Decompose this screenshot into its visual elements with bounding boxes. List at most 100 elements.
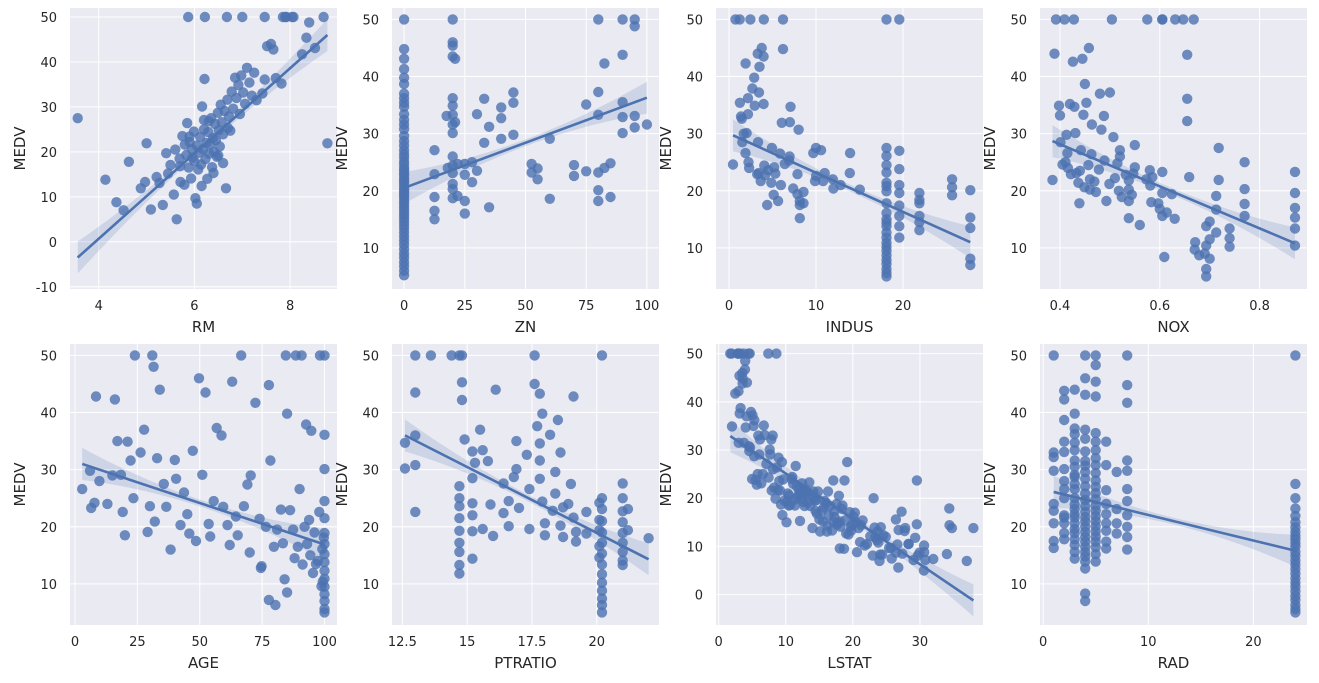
data-point	[249, 67, 260, 78]
x-tick-label: 20	[589, 635, 606, 650]
data-point	[740, 147, 751, 159]
data-point	[1101, 195, 1112, 207]
y-axis-label: MEDV	[11, 126, 29, 171]
data-point	[596, 607, 608, 618]
data-point	[629, 122, 640, 133]
data-point	[965, 222, 976, 234]
data-point	[742, 109, 754, 120]
data-point	[456, 350, 468, 361]
data-point	[1101, 509, 1112, 520]
data-point	[873, 537, 884, 548]
data-point	[425, 350, 437, 361]
plot-background	[1040, 344, 1307, 625]
data-point	[622, 503, 634, 515]
data-point	[178, 487, 190, 498]
data-point	[184, 528, 195, 539]
data-point	[1122, 465, 1133, 476]
data-point	[617, 517, 628, 528]
data-point	[798, 198, 809, 209]
x-tick-label: 50	[517, 299, 534, 314]
data-point	[128, 493, 139, 504]
data-point	[1122, 397, 1133, 408]
x-tick-label: 0	[71, 635, 79, 650]
data-point	[237, 11, 248, 23]
x-tick-label: 0.8	[1249, 299, 1270, 314]
data-point	[1080, 350, 1091, 361]
data-point	[550, 488, 561, 499]
data-point	[157, 199, 168, 211]
y-tick-label: 30	[40, 464, 57, 479]
data-point	[749, 72, 760, 83]
data-point	[251, 95, 262, 106]
x-tick-label: 0.4	[1050, 299, 1071, 314]
data-point	[753, 87, 765, 98]
data-point	[161, 501, 172, 512]
data-point	[771, 348, 782, 359]
data-point	[398, 78, 410, 90]
data-point	[777, 43, 789, 55]
data-point	[1289, 187, 1301, 199]
data-point	[617, 127, 628, 139]
data-point	[284, 505, 296, 516]
marks-group	[399, 350, 654, 618]
data-point	[762, 199, 773, 211]
data-point	[749, 100, 760, 111]
data-point	[469, 457, 481, 468]
data-point	[508, 129, 519, 140]
data-point	[565, 478, 577, 490]
data-point	[875, 522, 886, 533]
data-point	[303, 514, 315, 526]
marks-group	[1047, 14, 1301, 282]
data-point	[941, 548, 953, 560]
data-point	[196, 180, 207, 192]
data-point	[250, 397, 261, 408]
y-tick-label: 50	[686, 13, 703, 28]
data-point	[319, 527, 330, 539]
x-tick-label: 15	[459, 635, 476, 650]
data-point	[794, 515, 806, 527]
data-point	[508, 97, 519, 109]
data-point	[596, 585, 608, 596]
y-tick-label: 10	[40, 578, 57, 593]
data-point	[1086, 119, 1098, 130]
data-point	[914, 225, 925, 236]
data-point	[191, 198, 202, 209]
data-point	[894, 187, 905, 199]
data-point	[911, 475, 923, 486]
data-point	[756, 478, 767, 489]
data-point	[466, 177, 478, 188]
data-point	[1182, 115, 1193, 127]
data-point	[596, 559, 608, 570]
data-point	[944, 503, 955, 514]
data-point	[1077, 53, 1088, 64]
data-point	[1061, 129, 1072, 140]
data-point	[596, 577, 608, 588]
subplot-zn: 0 25 50 75 100 10 20 30 40 50 ZN MEDV	[333, 8, 659, 336]
data-point	[928, 553, 939, 565]
data-point	[1059, 436, 1070, 447]
data-point	[208, 167, 219, 179]
data-point	[1290, 493, 1301, 504]
data-point	[1111, 528, 1122, 539]
data-point	[511, 435, 522, 447]
data-point	[138, 424, 150, 435]
data-point	[775, 179, 787, 191]
data-point	[1224, 241, 1235, 252]
data-point	[288, 11, 299, 23]
data-point	[1074, 198, 1085, 209]
y-tick-label: 10	[1010, 578, 1027, 593]
data-point	[524, 483, 535, 495]
data-point	[189, 156, 200, 167]
data-point	[398, 53, 410, 64]
data-point	[1080, 481, 1091, 492]
data-point	[77, 483, 88, 495]
data-point	[763, 472, 774, 483]
data-point	[1199, 248, 1210, 259]
data-point	[1080, 373, 1091, 384]
data-point	[521, 449, 532, 460]
data-point	[581, 99, 592, 110]
data-point	[1059, 446, 1070, 458]
data-point	[277, 538, 289, 549]
data-point	[154, 384, 165, 395]
data-point	[196, 101, 208, 112]
